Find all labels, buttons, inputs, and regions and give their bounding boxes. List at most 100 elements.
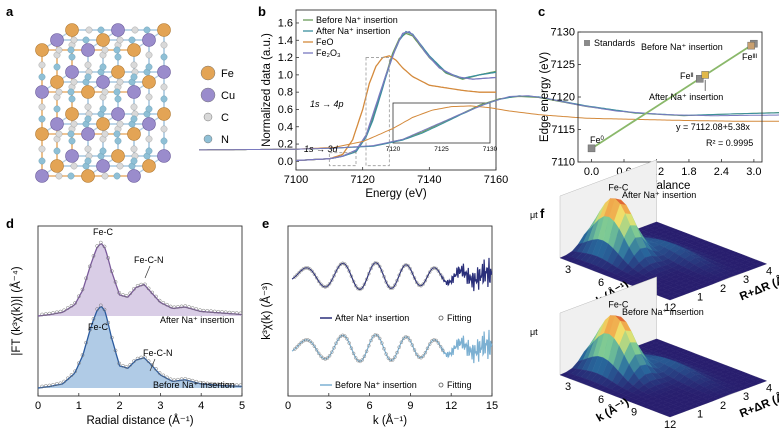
e-fit-marker	[423, 278, 428, 283]
d-xtick-label: 0	[35, 400, 41, 412]
e-fit-marker	[438, 344, 443, 349]
e-fit-marker	[393, 283, 397, 287]
e-series-line	[291, 257, 493, 292]
d-fit-marker	[84, 276, 88, 281]
d-fit-marker	[212, 382, 217, 386]
b-ytick-label: 1.6	[278, 17, 293, 29]
b-xtick-label: 7100	[284, 174, 308, 186]
e-fit-marker	[325, 356, 330, 360]
e-fit-marker	[312, 344, 317, 349]
iron-atom	[142, 75, 156, 89]
d-area-fill	[38, 306, 242, 388]
e-fit-marker	[436, 269, 441, 273]
c-ytick-label: 7125	[551, 59, 575, 71]
e-fit-marker	[295, 345, 299, 349]
f-zlabel-top: μt	[530, 210, 538, 220]
crystal-lattice	[35, 23, 171, 183]
d-fit-marker	[47, 383, 52, 388]
e-fit-marker	[297, 342, 301, 347]
f-ktick-bottom: 12	[664, 419, 676, 431]
panel-f-letter: f	[540, 206, 545, 221]
iron-atom	[142, 159, 156, 173]
d-arrow-bottom	[149, 358, 156, 372]
e-fit-marker	[384, 280, 388, 284]
d-fit-marker	[113, 348, 118, 353]
e-fit-marker	[436, 341, 441, 345]
e-fit-marker	[382, 346, 386, 351]
d-fit-marker	[128, 291, 133, 296]
copper-atom	[81, 127, 95, 141]
d-fit-marker	[109, 335, 114, 340]
d-fit-marker	[165, 302, 169, 307]
f-rtick-top: 3	[743, 274, 749, 286]
d-fit-marker	[194, 307, 199, 311]
copper-atom	[96, 75, 110, 89]
d-fit-marker	[62, 379, 66, 384]
e-xlabel: k (Å⁻¹)	[373, 414, 407, 427]
b-axes-frame	[295, 9, 497, 171]
carbon-atom	[145, 135, 153, 143]
d-fit-marker	[102, 307, 107, 312]
carbon-atom	[84, 61, 92, 69]
e-fit-marker	[432, 338, 436, 342]
copper-atom	[142, 117, 156, 131]
e-fit-marker	[408, 338, 412, 343]
nitrogen-atom	[53, 105, 61, 113]
label-fe2: Feᴵᴵ	[680, 71, 694, 81]
nitrogen-atom	[38, 157, 46, 165]
nitrogen-atom	[143, 26, 151, 34]
d-fit-marker	[135, 284, 140, 288]
d-fit-marker	[95, 244, 100, 248]
edge-energy-plot: 0.00.61.21.82.43.071107115712071257130Va…	[539, 27, 763, 192]
d-fit-marker	[190, 378, 195, 383]
nitrogen-atom	[145, 63, 153, 71]
d-fit-marker	[143, 282, 147, 287]
standards-legend-marker	[584, 40, 590, 46]
nitrogen-atom	[68, 53, 76, 61]
d-fit-marker	[80, 287, 85, 292]
nitrogen-atom	[160, 95, 168, 103]
b-xtick-label: 7160	[484, 174, 508, 186]
d-fit-marker	[98, 303, 103, 308]
e-fit-marker	[364, 349, 369, 354]
e-fit-marker	[310, 269, 314, 274]
e-fit-marker	[384, 352, 388, 356]
b-inset-line	[199, 95, 779, 151]
e-fit-marker	[356, 286, 360, 291]
c-ytick-label: 7130	[551, 27, 575, 39]
e-fit-marker	[395, 350, 399, 355]
d-fit-marker	[91, 254, 96, 258]
d-fit-marker	[212, 309, 217, 314]
d-fit-marker	[205, 381, 210, 386]
d-fit-marker	[40, 384, 44, 389]
panel-a-crystal: a Fe Cu CN	[6, 4, 235, 183]
d-fit-marker	[179, 304, 184, 309]
nitrogen-atom	[99, 147, 107, 155]
copper-atom	[50, 117, 64, 131]
e-fit-marker	[404, 263, 408, 267]
e-xtick-label: 9	[407, 400, 413, 412]
e-fit-marker	[308, 267, 312, 271]
d-fit-marker	[95, 307, 100, 311]
b-legend-label: FeO	[316, 37, 334, 47]
e-fit-marker	[303, 338, 308, 342]
fit-r2: R² = 0.9995	[706, 138, 753, 148]
e-xtick-label: 6	[367, 400, 373, 412]
e-bottom-legend-label: Before Na⁺ insertion	[335, 380, 417, 390]
f-side-label-top: After Na⁺ insertion	[622, 190, 696, 200]
panel-a-letter: a	[6, 4, 14, 19]
d-fit-marker	[51, 311, 55, 315]
carbon-atom	[55, 46, 63, 54]
d-xlabel: Radial distance (Å⁻¹)	[86, 414, 193, 427]
e-fit-marker	[347, 341, 351, 345]
d-fit-marker	[113, 280, 118, 284]
b-ylabel: Normalized data (a.u.)	[261, 33, 273, 147]
f-rtick-top: 4	[766, 266, 772, 278]
d-fit-marker	[157, 298, 162, 303]
e-fit-marker	[301, 339, 306, 343]
e-fit-marker	[327, 282, 332, 286]
copper-atom	[142, 33, 156, 47]
e-fit-marker	[310, 341, 314, 346]
b-zoom-box	[365, 57, 390, 167]
d-fit-marker	[201, 308, 206, 313]
